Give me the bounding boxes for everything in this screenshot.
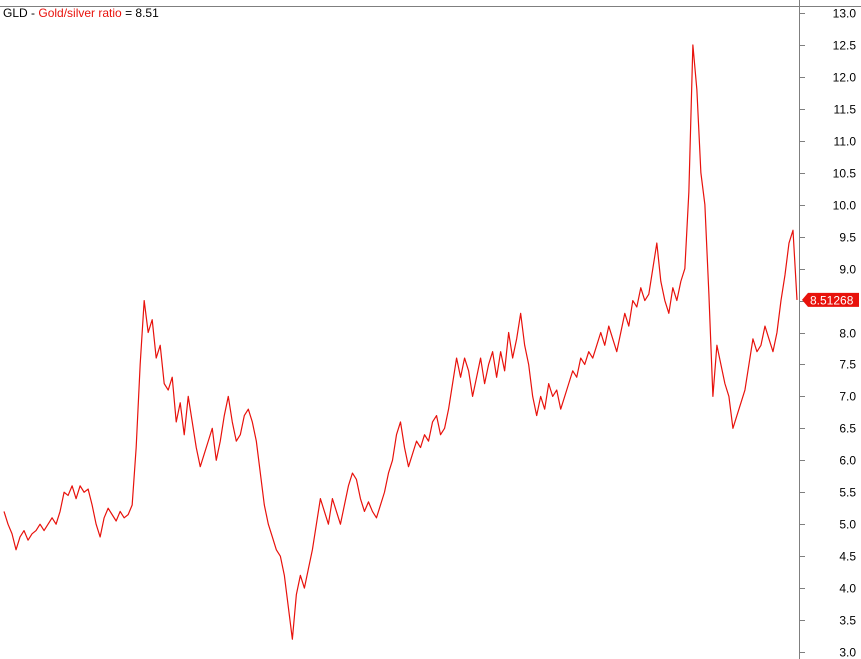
chart-header: GLD - Gold/silver ratio = 8.51 [3, 6, 159, 20]
y-tick-label: 3.5 [839, 614, 856, 628]
y-tick-label: 7.0 [839, 390, 856, 404]
y-tick-label: 4.5 [839, 550, 856, 564]
y-tick-label: 5.5 [839, 486, 856, 500]
ratio-series-line [3, 44, 798, 640]
y-tick-label: 5.0 [839, 518, 856, 532]
last-value-marker [802, 292, 859, 307]
y-tick-label: 11.5 [834, 103, 857, 117]
y-tick-label: 6.5 [839, 422, 856, 436]
y-tick-label: 10.5 [833, 167, 857, 181]
header-equals: = [121, 6, 136, 20]
symbol-label: GLD [3, 6, 28, 20]
y-tick-label: 8.0 [839, 327, 856, 341]
y-tick-label: 12.5 [833, 39, 857, 53]
y-tick-label: 13.0 [833, 7, 857, 21]
header-separator: - [27, 6, 39, 20]
y-tick-label: 9.5 [839, 231, 856, 245]
y-tick-label: 4.0 [839, 582, 856, 596]
y-tick-label: 6.0 [839, 454, 856, 468]
current-value-label: 8.51 [135, 6, 159, 20]
series-name-label: Gold/silver ratio [38, 6, 122, 20]
y-tick-label: 3.0 [839, 646, 856, 659]
y-tick-label: 7.5 [839, 358, 856, 372]
y-tick-label: 11.0 [834, 135, 857, 149]
y-tick-label: 9.0 [839, 263, 856, 277]
y-tick-label: 10.0 [833, 199, 857, 213]
last-value-label: 8.51268 [810, 293, 854, 307]
y-tick-label: 12.0 [833, 71, 857, 85]
